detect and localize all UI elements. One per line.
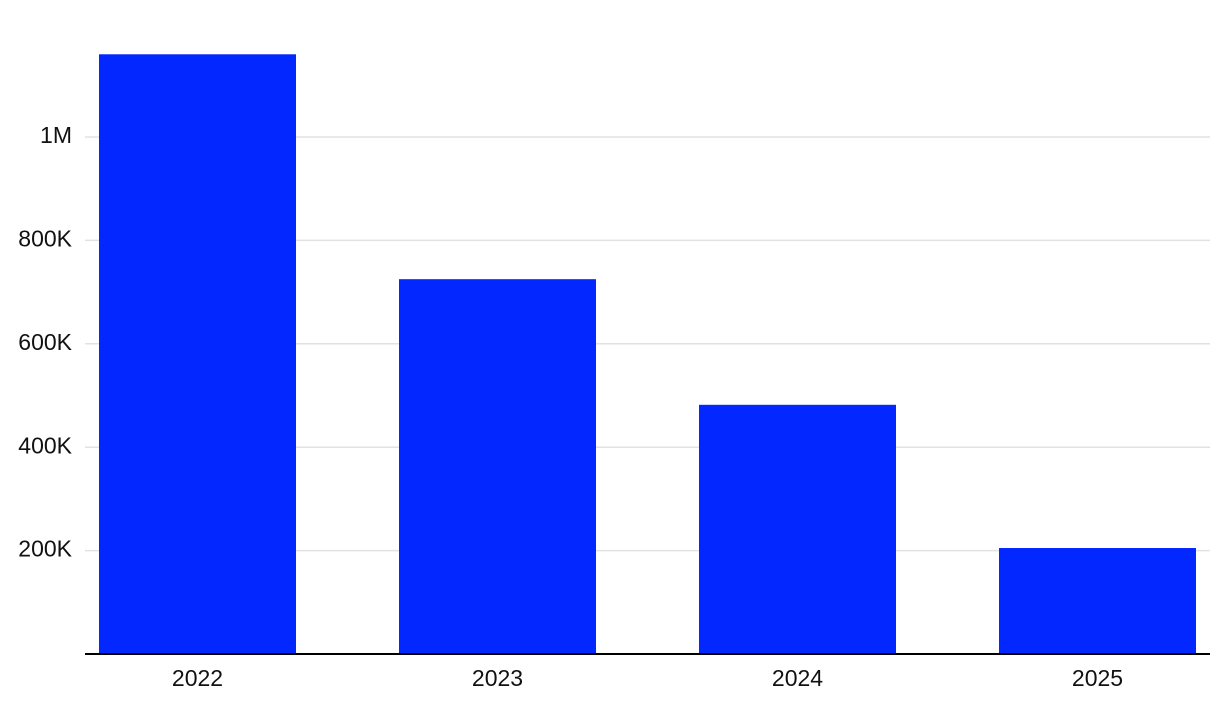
- x-tick-label: 2025: [1072, 665, 1123, 691]
- x-tick-label: 2023: [472, 665, 523, 691]
- bar: [99, 54, 296, 654]
- x-tick-label: 2022: [172, 665, 223, 691]
- bar: [399, 279, 596, 654]
- x-tick-label: 2024: [772, 665, 823, 691]
- y-tick-label: 200K: [18, 536, 72, 562]
- bar: [999, 548, 1196, 654]
- y-tick-label: 400K: [18, 432, 72, 458]
- bar: [699, 404, 896, 654]
- y-tick-label: 1M: [40, 122, 72, 148]
- y-tick-label: 800K: [18, 225, 72, 251]
- y-tick-label: 600K: [18, 329, 72, 355]
